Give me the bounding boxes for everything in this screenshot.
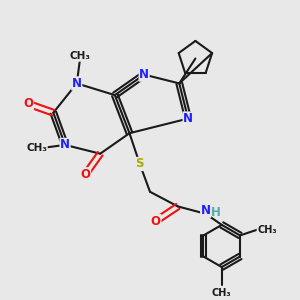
Text: N: N: [201, 204, 211, 217]
Text: CH₃: CH₃: [212, 288, 232, 298]
Text: O: O: [151, 214, 161, 228]
Text: CH₃: CH₃: [26, 143, 47, 153]
Text: N: N: [60, 138, 70, 152]
Text: N: N: [139, 68, 149, 81]
Text: N: N: [72, 77, 82, 90]
Text: N: N: [183, 112, 193, 125]
Text: CH₃: CH₃: [69, 51, 90, 61]
Text: S: S: [136, 158, 144, 170]
Text: H: H: [211, 206, 221, 219]
Text: CH₃: CH₃: [257, 225, 277, 235]
Text: O: O: [23, 98, 33, 110]
Text: O: O: [81, 168, 91, 181]
